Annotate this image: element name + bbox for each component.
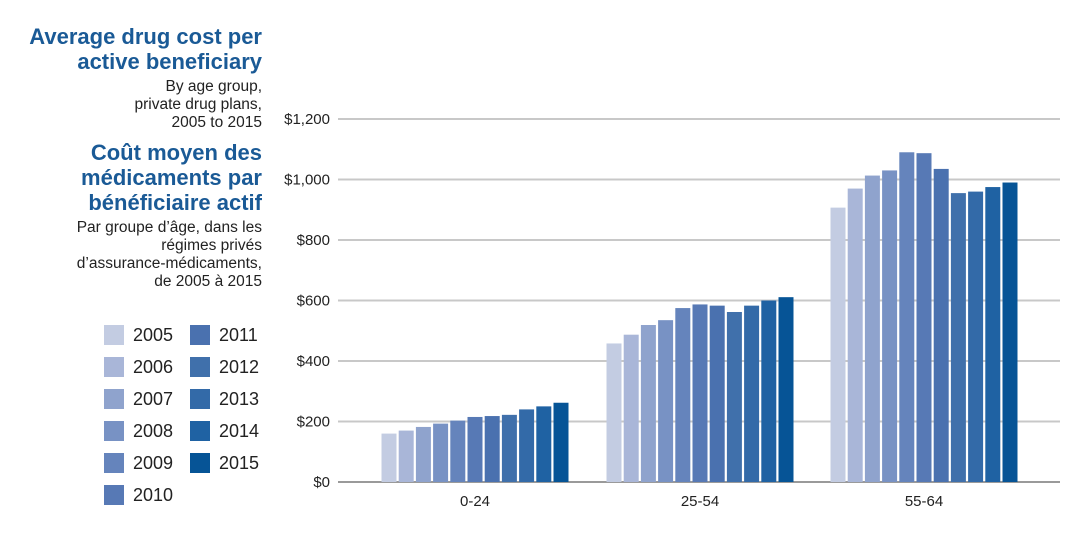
legend-swatch [104,357,124,377]
bar-55-64-2015 [1002,182,1018,482]
bar-55-64-2007 [864,175,880,482]
x-category-label: 55-64 [905,493,943,510]
subtitle-en-line: By age group, [165,78,262,95]
legend-swatch [104,389,124,409]
bar-55-64-2010 [916,153,932,482]
bar-25-54-2008 [658,320,674,482]
bar-0-24-2012 [501,414,517,482]
bar-0-24-2006 [398,430,414,482]
bar-25-54-2011 [709,305,725,482]
bar-25-54-2005 [606,343,622,482]
subtitle-fr-line: d’assurance-médicaments, [76,255,262,272]
subtitle-en-line: private drug plans, [134,96,262,113]
legend-label: 2007 [133,388,174,409]
bar-55-64-2006 [847,188,863,482]
legend-swatch [190,389,210,409]
bar-25-54-2015 [778,297,794,482]
legend-item-2006: 2006 [104,356,173,378]
legend-swatch [104,453,124,473]
legend-swatch [190,421,210,441]
bar-0-24-2005 [381,433,397,482]
y-tick-label: $200 [297,414,330,431]
text-panel: Average drug cost per active beneficiary… [0,24,262,291]
legend-swatch [190,453,210,473]
bar-0-24-2009 [450,420,466,482]
y-tick-label: $800 [297,232,330,249]
y-axis: $0 $200 $400 $600 $800 $1,000 $1,200 [284,111,330,491]
title-fr-line: Coût moyen des [90,140,262,165]
legend-swatch [104,325,124,345]
x-category-label: 0-24 [460,493,490,510]
bar-0-24-2007 [415,426,431,482]
subtitle-fr-line: de 2005 à 2015 [154,273,262,290]
bar-0-24-2015 [553,402,569,482]
legend-label: 2014 [219,420,260,441]
bar-25-54-2009 [675,308,691,482]
legend-label: 2005 [133,324,174,345]
bar-25-54-2007 [640,325,656,482]
chart-title-fr: Coût moyen des médicaments par bénéficia… [0,140,262,215]
bar-0-24-2013 [519,409,535,482]
bar-55-64-2009 [899,152,915,482]
legend-item-2012: 2012 [190,356,259,378]
legend-swatch [104,421,124,441]
legend-label: 2012 [219,356,260,377]
bar-0-24-2010 [467,416,483,482]
bars [381,152,1018,483]
legend-label: 2013 [219,388,260,409]
x-axis: 0-24 25-54 55-64 [460,493,943,510]
legend-label: 2015 [219,452,260,473]
legend-item-2013: 2013 [190,388,259,410]
title-fr-line: médicaments par [81,165,262,190]
bar-55-64-2014 [985,187,1001,482]
bar-0-24-2011 [484,416,500,482]
bar-25-54-2012 [726,311,742,482]
bar-55-64-2008 [882,170,898,483]
bar-0-24-2008 [433,423,449,482]
legend-item-2005: 2005 [104,324,173,346]
subtitle-en-line: 2005 to 2015 [171,114,262,131]
legend-label: 2010 [133,484,174,505]
y-tick-label: $400 [297,353,330,370]
legend-label: 2008 [133,420,174,441]
subtitle-fr-line: régimes privés [161,237,262,254]
bar-25-54-2014 [761,300,777,482]
y-tick-label: $1,000 [284,172,330,189]
y-tick-label: $0 [313,474,330,491]
bar-0-24-2014 [536,406,552,482]
title-en-line: Average drug cost per [29,24,262,49]
legend-item-2011: 2011 [190,324,258,346]
bar-25-54-2006 [623,334,639,482]
legend-label: 2009 [133,452,174,473]
chart-subtitle-fr: Par groupe d’âge, dans les régimes privé… [0,219,262,291]
legend-label: 2011 [219,324,258,345]
bar-55-64-2005 [830,207,846,482]
bar-55-64-2013 [968,191,984,482]
x-category-label: 25-54 [681,493,719,510]
bar-25-54-2010 [692,304,708,482]
bar-25-54-2013 [744,305,760,482]
y-tick-label: $1,200 [284,111,330,128]
legend-item-2007: 2007 [104,388,173,410]
legend-item-2008: 2008 [104,420,173,442]
legend-item-2014: 2014 [190,420,259,442]
y-tick-label: $600 [297,293,330,310]
legend-item-2015: 2015 [190,452,259,474]
chart-title-en: Average drug cost per active beneficiary [0,24,262,74]
legend-swatch [190,357,210,377]
bar-55-64-2011 [933,168,949,482]
subtitle-fr-line: Par groupe d’âge, dans les [76,219,262,236]
legend-swatch [190,325,210,345]
legend-item-2010: 2010 [104,484,173,506]
chart-subtitle-en: By age group, private drug plans, 2005 t… [0,78,262,132]
bar-55-64-2012 [950,193,966,483]
title-fr-line: bénéficiaire actif [88,190,262,215]
legend-swatch [104,485,124,505]
title-en-line: active beneficiary [77,49,262,74]
legend-item-2009: 2009 [104,452,173,474]
legend-label: 2006 [133,356,174,377]
